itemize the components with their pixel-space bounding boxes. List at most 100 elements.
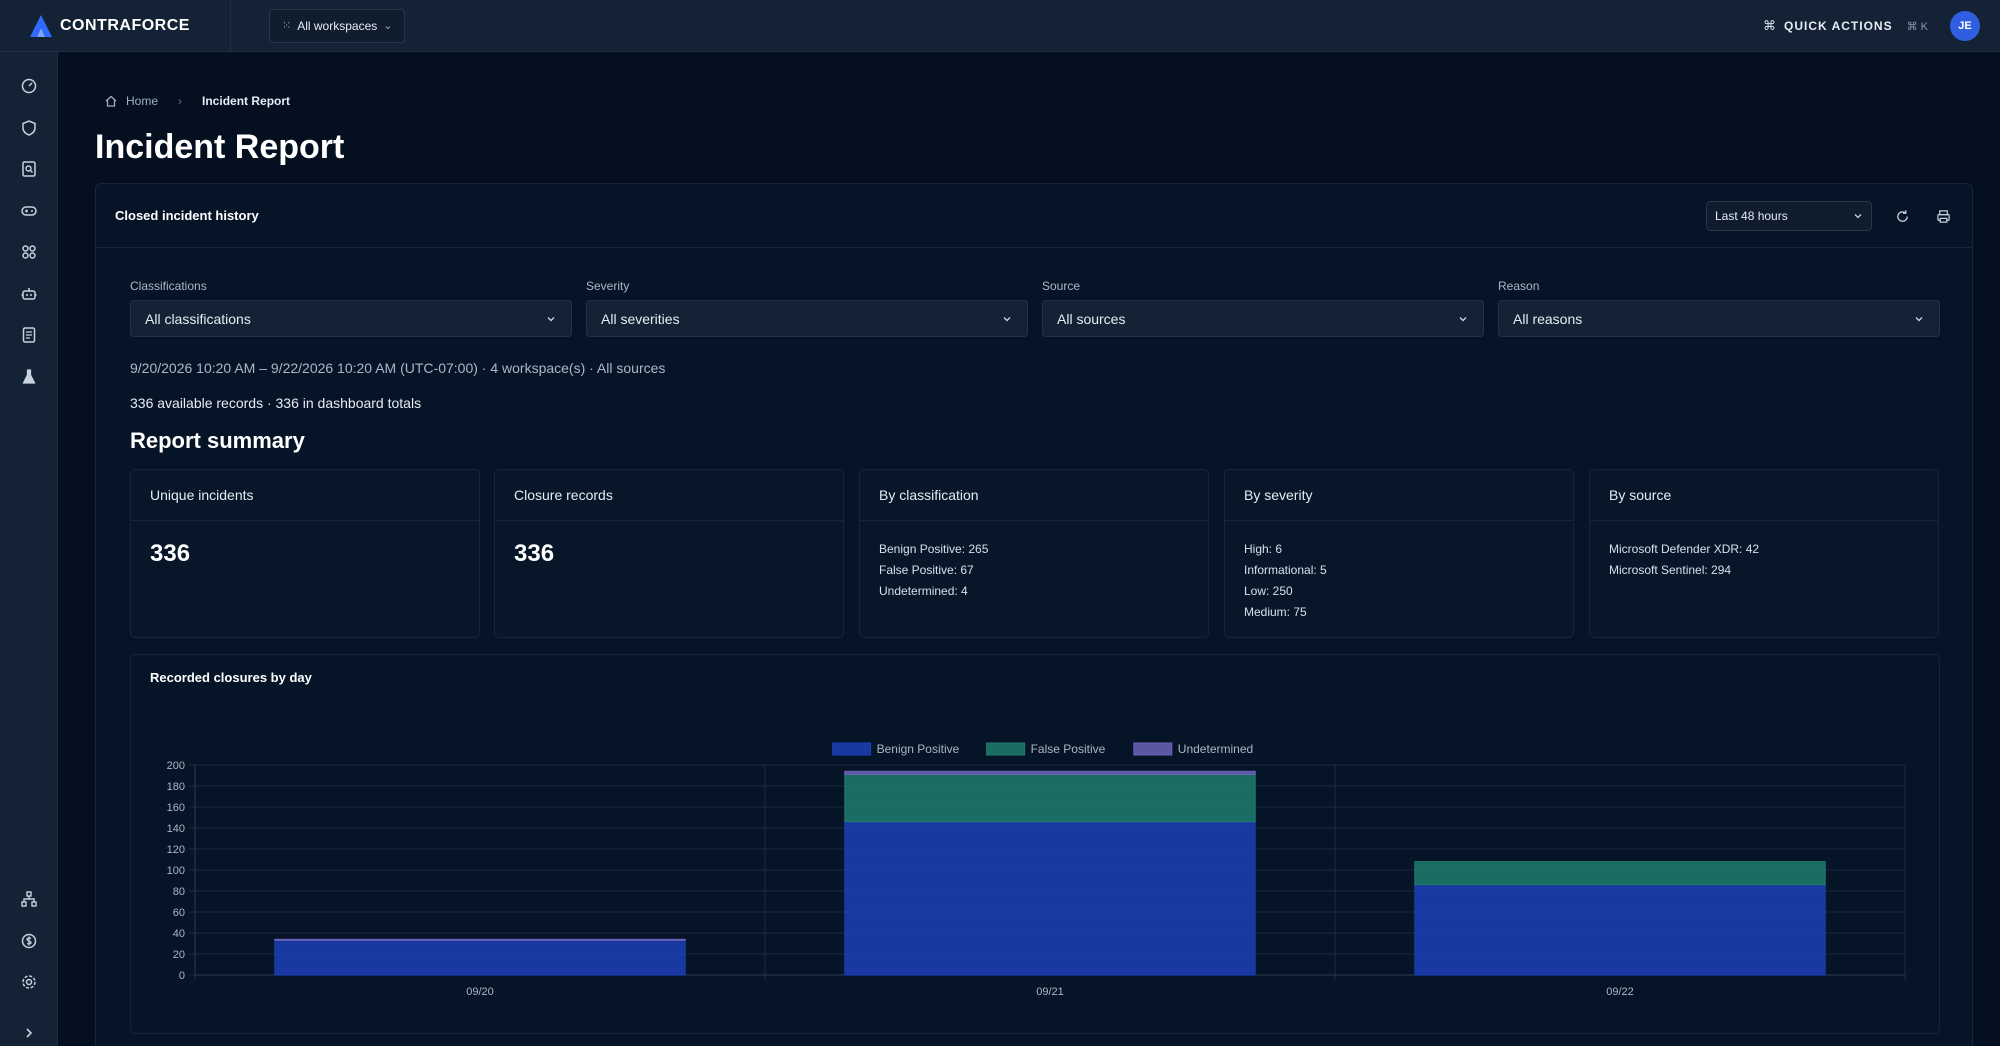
classification-item: Benign Positive: 265 — [879, 542, 989, 556]
by-classification-card: By classification Benign Positive: 265 F… — [859, 469, 1209, 638]
bar-segment — [844, 770, 1256, 775]
classification-item: Undetermined: 4 — [879, 584, 968, 598]
legend-label: False Positive — [1031, 742, 1106, 756]
top-bar: CONTRAFORCE ⁙ All workspaces ⌄ ⌘ QUICK A… — [0, 0, 2000, 52]
y-tick-label: 40 — [173, 928, 185, 940]
by-source-card: By source Microsoft Defender XDR: 42 Mic… — [1589, 469, 1939, 638]
sidebar — [0, 52, 58, 1046]
source-item: Microsoft Defender XDR: 42 — [1609, 542, 1760, 556]
sidebar-item-billing[interactable] — [13, 925, 45, 957]
app-name: CONTRAFORCE — [60, 16, 190, 34]
y-tick-label: 80 — [173, 886, 185, 898]
sidebar-item-gamepad[interactable] — [13, 195, 45, 227]
avatar[interactable]: JE — [1950, 11, 1980, 41]
expand-icon — [26, 1028, 33, 1038]
y-tick-label: 20 — [173, 949, 185, 961]
date-range-summary: 9/20/2026 10:20 AM – 9/22/2026 10:20 AM … — [130, 360, 666, 376]
y-tick-label: 120 — [167, 844, 185, 856]
sidebar-item-dashboard[interactable] — [13, 70, 45, 102]
sidebar-item-expand[interactable] — [13, 1017, 45, 1046]
sidebar-item-report[interactable] — [13, 319, 45, 351]
reason-select-value: All reasons — [1513, 310, 1583, 327]
legend-swatch — [832, 742, 872, 756]
by-severity-card: By severity High: 6 Informational: 5 Low… — [1224, 469, 1574, 638]
refresh-icon — [1896, 209, 1908, 222]
severity-item: Low: 250 — [1244, 584, 1293, 598]
chevron-down-icon — [547, 316, 555, 321]
printer-icon — [1936, 209, 1950, 223]
home-icon — [105, 95, 117, 107]
reason-filter: Reason All reasons — [1498, 279, 1940, 337]
closures-by-day-chart: 0 20 40 60 80 100 120 140 160 180 200 09/20 09/21 09/… — [167, 742, 1906, 998]
source-select-value: All sources — [1057, 310, 1126, 327]
severity-item: Informational: 5 — [1244, 563, 1327, 577]
sidebar-item-settings[interactable] — [13, 966, 45, 998]
breadcrumb-home[interactable]: Home — [104, 94, 158, 108]
workspace-select[interactable]: ⁙ All workspaces ⌄ — [269, 8, 406, 43]
x-tick-label: 09/20 — [466, 986, 494, 998]
panel-header: Closed incident history Last 48 hours — [96, 184, 1972, 248]
chevron-down-icon — [1003, 316, 1011, 321]
severity-filter: Severity All severities — [586, 279, 1028, 337]
print-button[interactable] — [1928, 201, 1958, 231]
bar-segment — [1414, 884, 1826, 976]
chevron-down-icon — [1915, 316, 1923, 321]
org-chart-icon — [21, 891, 37, 907]
sidebar-item-org-chart[interactable] — [13, 883, 45, 915]
sidebar-item-robot[interactable] — [13, 278, 45, 310]
y-tick-label: 180 — [167, 781, 185, 793]
settings-icon — [22, 975, 36, 989]
closure-records-card: Closure records 336 — [494, 469, 844, 638]
legend-label: Benign Positive — [877, 742, 960, 756]
flask-icon — [22, 369, 36, 384]
bar-segment — [274, 939, 686, 976]
incident-history-panel: Closed incident history Last 48 hours Cl… — [95, 183, 1973, 1046]
sidebar-item-flask[interactable] — [13, 361, 45, 393]
logo[interactable]: CONTRAFORCE — [0, 0, 231, 52]
grid-icon: ⁙ — [282, 20, 292, 32]
legend-swatch — [986, 742, 1026, 756]
y-tick-label: 160 — [167, 802, 185, 814]
breadcrumb-separator-icon: › — [178, 94, 183, 108]
report-summary-title: Report summary — [130, 428, 305, 453]
severity-item: Medium: 75 — [1244, 605, 1307, 619]
unique-incidents-label: Unique incidents — [131, 470, 479, 521]
legend-swatch — [1133, 742, 1173, 756]
unique-incidents-value: 336 — [150, 540, 191, 567]
y-tick-label: 200 — [167, 760, 185, 772]
y-tick-label: 140 — [167, 823, 185, 835]
panel-title: Closed incident history — [115, 208, 259, 223]
chevron-down-icon: ⌄ — [383, 20, 393, 32]
severity-select[interactable]: All severities — [586, 300, 1028, 337]
source-select[interactable]: All sources — [1042, 300, 1484, 337]
severity-filter-label: Severity — [586, 279, 630, 293]
gamepad-icon — [21, 206, 37, 216]
breadcrumb-current: Incident Report — [202, 94, 291, 108]
time-range-select[interactable]: Last 48 hours — [1706, 201, 1872, 231]
reason-select[interactable]: All reasons — [1498, 300, 1940, 337]
reason-filter-label: Reason — [1498, 279, 1540, 293]
source-item: Microsoft Sentinel: 294 — [1609, 563, 1732, 577]
y-tick-label: 100 — [167, 865, 185, 877]
by-source-label: By source — [1590, 470, 1938, 521]
closure-records-value: 336 — [514, 540, 555, 567]
source-filter: Source All sources — [1042, 279, 1484, 337]
billing-icon — [21, 933, 37, 949]
closures-chart-card: Recorded closures by day 0 20 40 60 80 100 120… — [130, 654, 1940, 1034]
classifications-select-value: All classifications — [145, 310, 251, 327]
classification-item: False Positive: 67 — [879, 563, 974, 577]
bar-segment — [844, 821, 1256, 976]
sidebar-item-shield[interactable] — [13, 112, 45, 144]
sidebar-item-integrations[interactable] — [13, 236, 45, 268]
bar-segment — [844, 773, 1256, 823]
sidebar-item-search-document[interactable] — [13, 153, 45, 185]
classifications-select[interactable]: All classifications — [130, 300, 572, 337]
quick-actions-button[interactable]: QUICK ACTIONS — [1784, 19, 1893, 33]
severity-select-value: All severities — [601, 310, 680, 327]
shield-icon — [22, 120, 36, 136]
refresh-button[interactable] — [1887, 201, 1917, 231]
by-classification-label: By classification — [860, 470, 1208, 521]
x-tick-label: 09/22 — [1606, 986, 1634, 998]
integrations-icon — [22, 245, 36, 259]
legend-label: Undetermined — [1178, 742, 1253, 756]
